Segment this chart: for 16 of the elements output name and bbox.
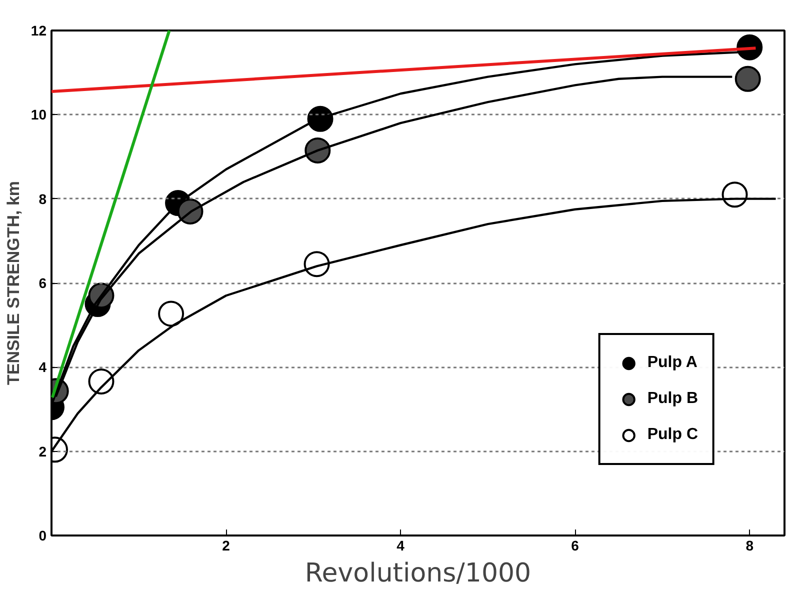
x-tick-label: 6 [571, 538, 580, 554]
y-tick-label: 6 [38, 275, 47, 291]
y-tick-label: 2 [38, 443, 47, 460]
y-tick-label: 10 [30, 106, 47, 123]
y-tick-label: 4 [38, 359, 47, 376]
x-tick-label: 2 [222, 538, 230, 554]
x-tick-label: 4 [396, 538, 405, 554]
y-tick-label: 0 [38, 528, 47, 544]
x-tick-label: 8 [746, 538, 754, 554]
y-axis-title: TENSILE STRENGTH, km [4, 180, 23, 386]
legend-label: Pulp C [647, 426, 698, 444]
legend-label: Pulp A [647, 354, 698, 372]
x-axis-title: Revolutions/1000 [304, 558, 532, 588]
legend-label: Pulp B [647, 390, 698, 408]
y-tick-label: 8 [38, 190, 47, 207]
y-tick-label: 12 [30, 22, 47, 38]
